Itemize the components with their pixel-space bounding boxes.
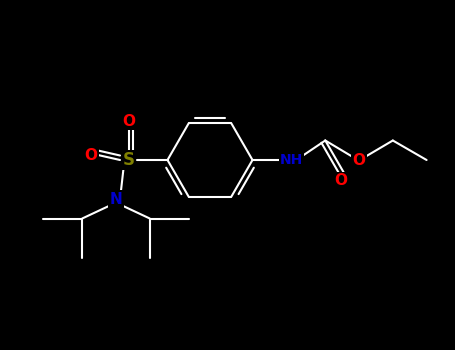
Text: NH: NH [280,153,303,167]
Text: O: O [85,147,97,162]
Text: O: O [122,113,135,128]
Text: N: N [110,191,122,206]
Text: O: O [353,153,365,168]
Text: O: O [334,173,347,188]
Text: S: S [122,151,135,169]
